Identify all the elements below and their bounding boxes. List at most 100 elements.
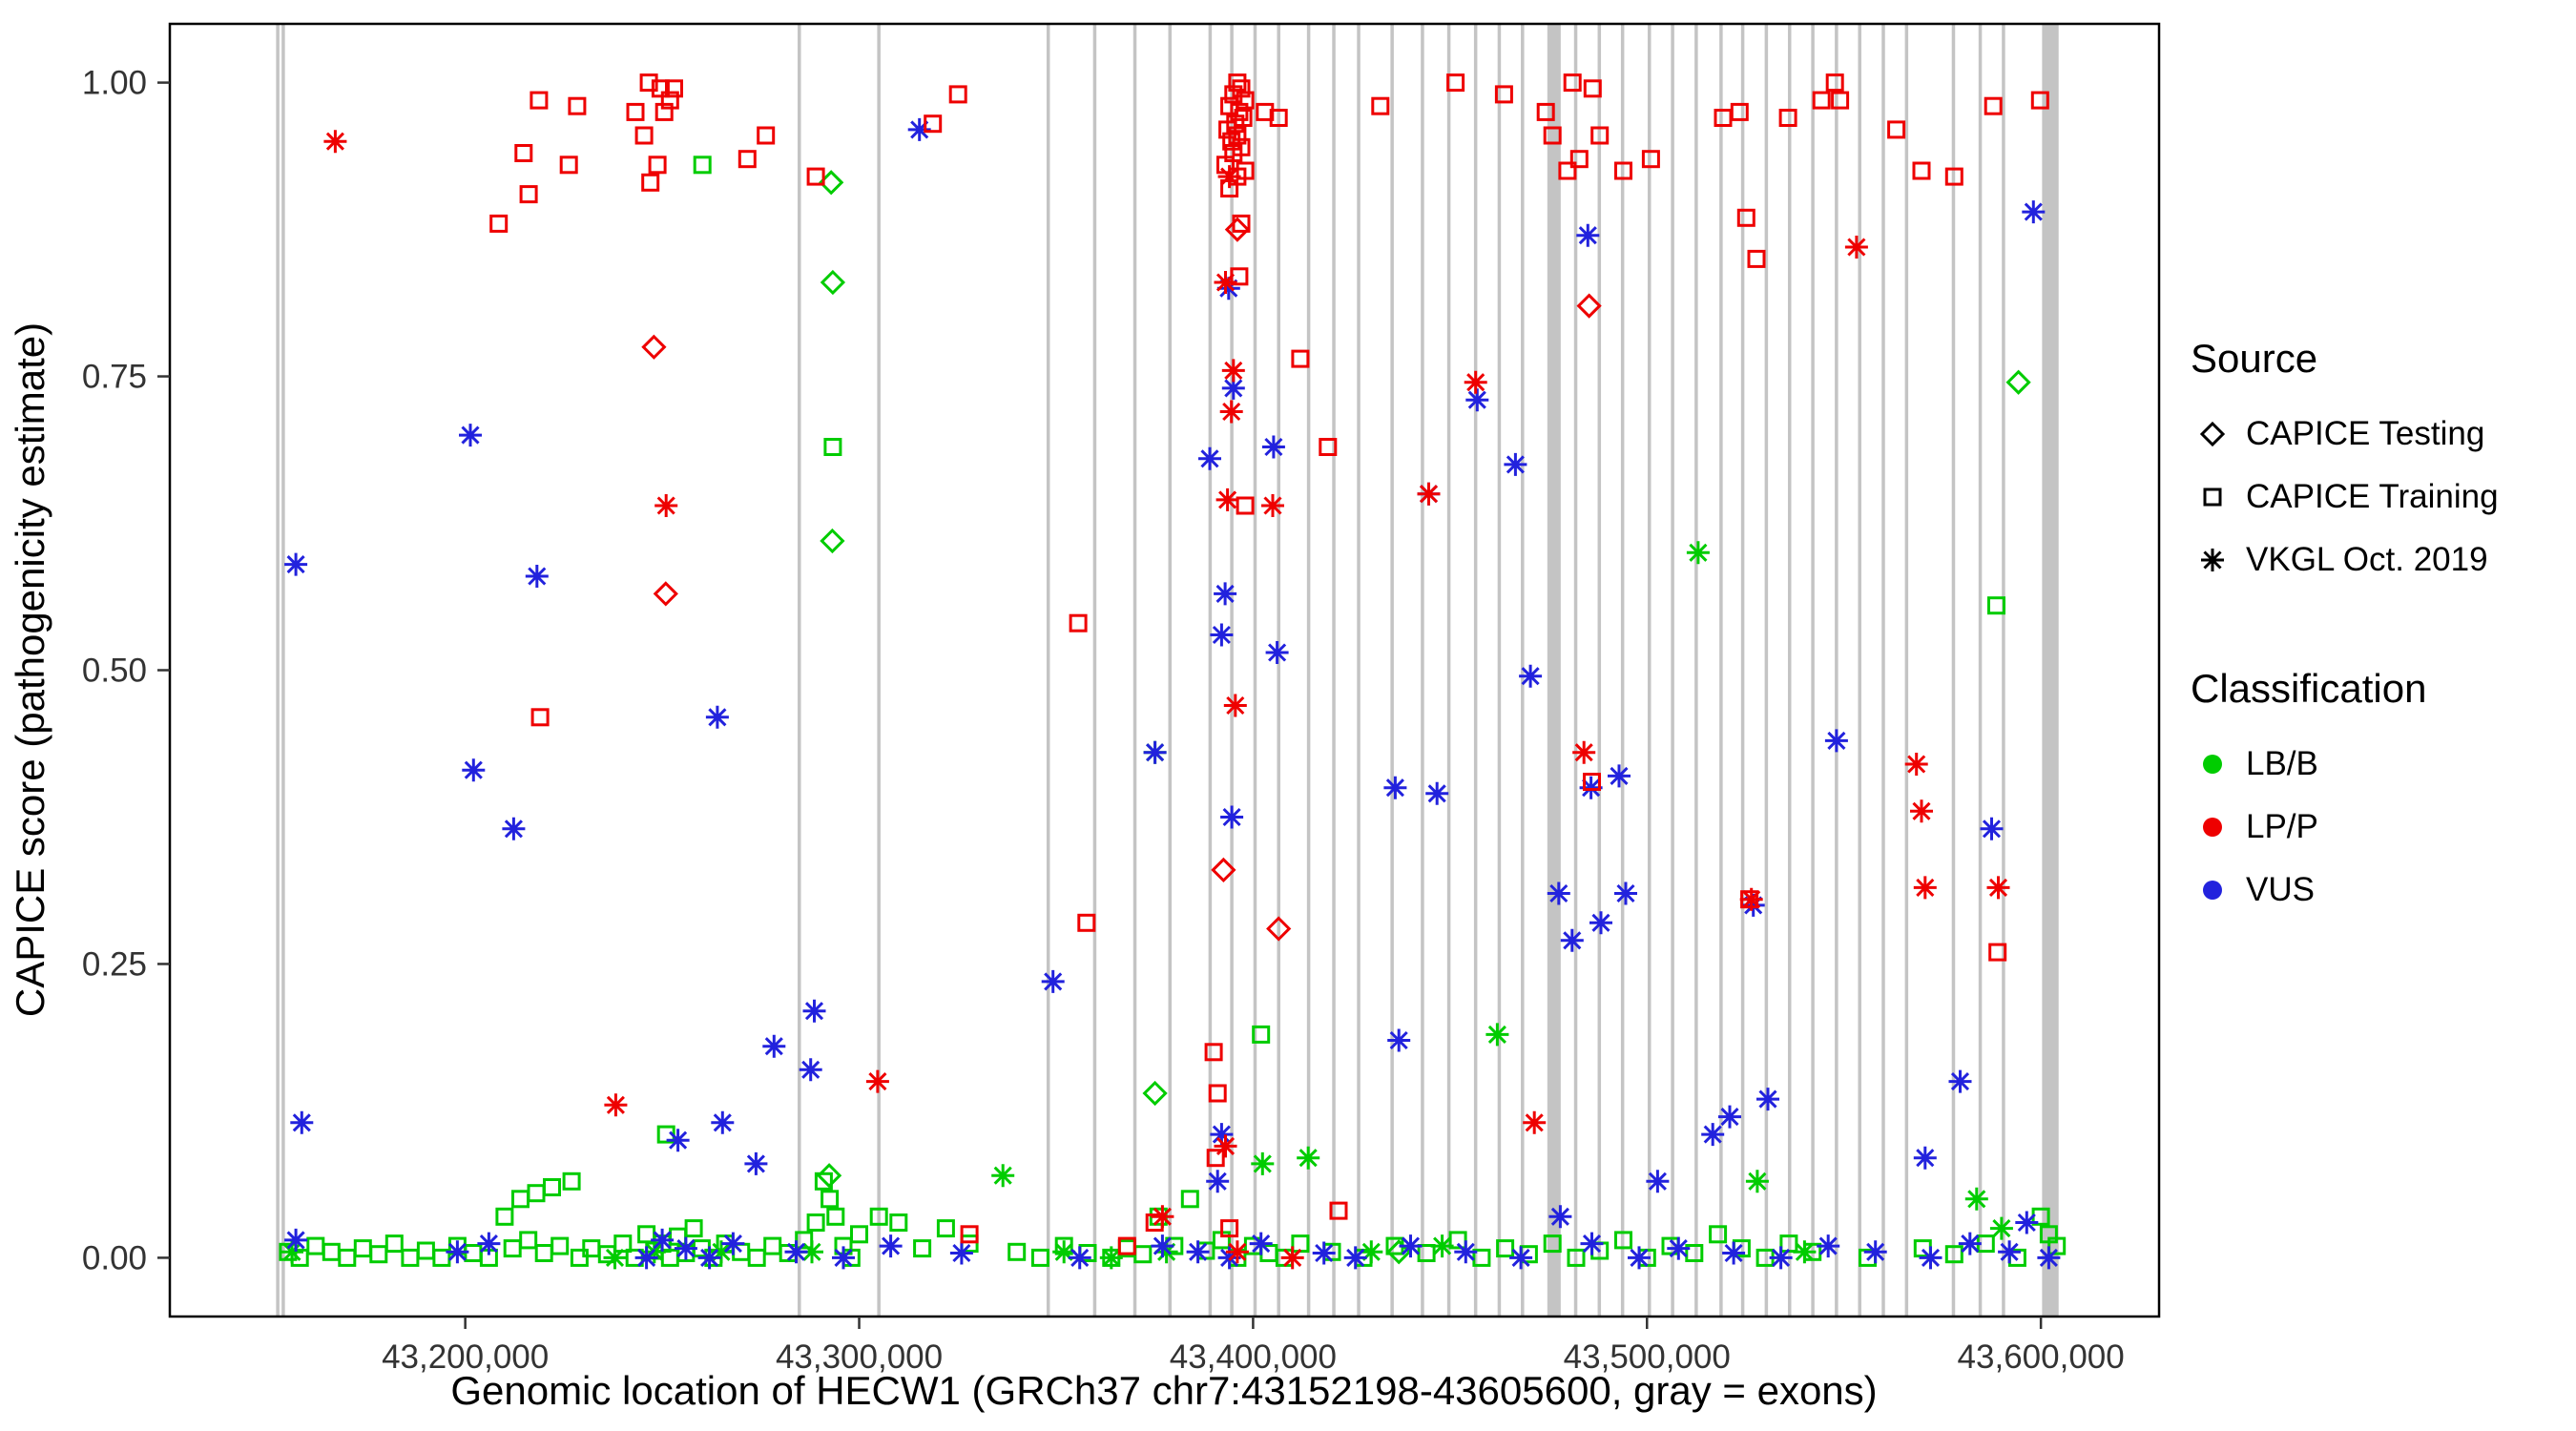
point-square xyxy=(1496,1239,1515,1258)
point-asterisk xyxy=(762,1034,786,1058)
point-square xyxy=(1988,943,2007,962)
point-square xyxy=(1614,161,1632,180)
exon-bar xyxy=(1573,24,1578,1317)
point-square xyxy=(534,1244,553,1262)
point-asterisk xyxy=(802,999,826,1023)
asterisk-icon xyxy=(2201,549,2224,571)
exon-bar xyxy=(2002,24,2005,1317)
point-square xyxy=(1291,349,1310,368)
point-asterisk xyxy=(1052,1240,1076,1264)
legend-classification-title: Classification xyxy=(2191,666,2427,711)
point-square xyxy=(1220,1219,1239,1238)
point-square xyxy=(1030,1248,1049,1267)
point-asterisk xyxy=(2022,200,2046,224)
point-square xyxy=(519,185,538,204)
point-square xyxy=(654,102,674,121)
point-square xyxy=(1887,120,1906,139)
point-square xyxy=(737,150,757,169)
point-asterisk xyxy=(1756,1088,1779,1111)
legend-item: CAPICE Training xyxy=(2191,466,2563,529)
legend-color-dot xyxy=(2203,755,2222,774)
point-asterisk xyxy=(1219,400,1243,424)
point-asterisk xyxy=(477,1232,501,1255)
point-square xyxy=(757,126,776,145)
point-square xyxy=(1069,613,1088,633)
point-square xyxy=(1563,73,1582,93)
x-axis-title: Genomic location of HECW1 (GRCh37 chr7:4… xyxy=(450,1368,1877,1413)
point-square xyxy=(519,1231,538,1250)
legend-glyph xyxy=(2191,742,2234,786)
point-diamond xyxy=(1211,857,1236,883)
point-square xyxy=(924,114,943,134)
point-asterisk xyxy=(1686,541,1710,565)
point-asterisk xyxy=(1221,376,1245,400)
point-asterisk xyxy=(744,1151,768,1175)
legend-item: LB/B xyxy=(2191,733,2563,796)
point-asterisk xyxy=(1793,1240,1817,1264)
point-square xyxy=(747,1248,766,1267)
point-square xyxy=(1825,73,1844,93)
point-asterisk xyxy=(2015,1211,2039,1234)
point-square xyxy=(1230,102,1249,121)
legend-classification-items: LB/B LP/P VUS xyxy=(2191,733,2563,922)
point-square xyxy=(913,1239,932,1258)
point-asterisk xyxy=(1425,781,1449,805)
point-square xyxy=(1234,109,1253,127)
point-square xyxy=(1812,91,1831,110)
point-square xyxy=(1236,161,1255,180)
point-square xyxy=(1206,1149,1225,1168)
point-asterisk xyxy=(1589,911,1612,935)
point-square xyxy=(1228,126,1247,145)
point-square xyxy=(1008,1242,1027,1261)
point-asterisk xyxy=(1297,1146,1320,1170)
point-square xyxy=(1590,126,1610,145)
point-square xyxy=(1494,85,1513,104)
point-diamond xyxy=(2199,421,2226,447)
point-asterisk xyxy=(1817,1234,1840,1258)
point-asterisk xyxy=(1904,753,1928,776)
point-square xyxy=(1944,1245,1963,1264)
exon-bar xyxy=(1332,24,1336,1317)
point-asterisk xyxy=(1214,271,1237,294)
point-square xyxy=(1446,73,1465,93)
x-tick-label: 43,200,000 xyxy=(382,1338,549,1376)
point-square xyxy=(2203,487,2222,507)
legend-item-label: VKGL Oct. 2019 xyxy=(2246,541,2488,578)
point-asterisk xyxy=(1572,740,1596,764)
point-asterisk xyxy=(1217,1246,1241,1270)
point-asterisk xyxy=(1198,446,1221,470)
point-asterisk xyxy=(674,1236,697,1260)
point-asterisk xyxy=(654,494,678,517)
point-square xyxy=(2047,1236,2067,1255)
point-asterisk xyxy=(1913,1146,1937,1170)
point-asterisk xyxy=(1280,1246,1304,1270)
y-tick-label: 0.75 xyxy=(82,359,147,396)
point-asterisk xyxy=(949,1241,973,1265)
point-square xyxy=(1448,1231,1467,1250)
point-asterisk xyxy=(462,758,486,782)
point-asterisk xyxy=(1214,1134,1237,1158)
point-square xyxy=(869,1207,888,1226)
point-square xyxy=(353,1239,372,1258)
point-asterisk xyxy=(1099,1246,1123,1270)
point-asterisk xyxy=(1454,1240,1478,1264)
point-asterisk xyxy=(1646,1170,1670,1193)
exon-bar xyxy=(1446,24,1451,1317)
exon-bar xyxy=(1858,24,1861,1317)
point-asterisk xyxy=(1214,582,1237,606)
exon-bar xyxy=(1357,24,1361,1317)
exon-bar xyxy=(1132,24,1137,1317)
point-square xyxy=(559,156,578,175)
point-asterisk xyxy=(1739,887,1763,911)
point-square xyxy=(1543,126,1562,145)
point-square xyxy=(1736,208,1755,227)
point-asterisk xyxy=(1223,694,1247,717)
exon-bar xyxy=(1421,24,1424,1317)
point-asterisk xyxy=(865,1069,889,1093)
point-asterisk xyxy=(1261,435,1285,459)
point-square xyxy=(1730,102,1749,121)
point-square xyxy=(948,85,967,104)
point-asterisk xyxy=(1261,494,1284,517)
point-asterisk xyxy=(1216,277,1240,301)
